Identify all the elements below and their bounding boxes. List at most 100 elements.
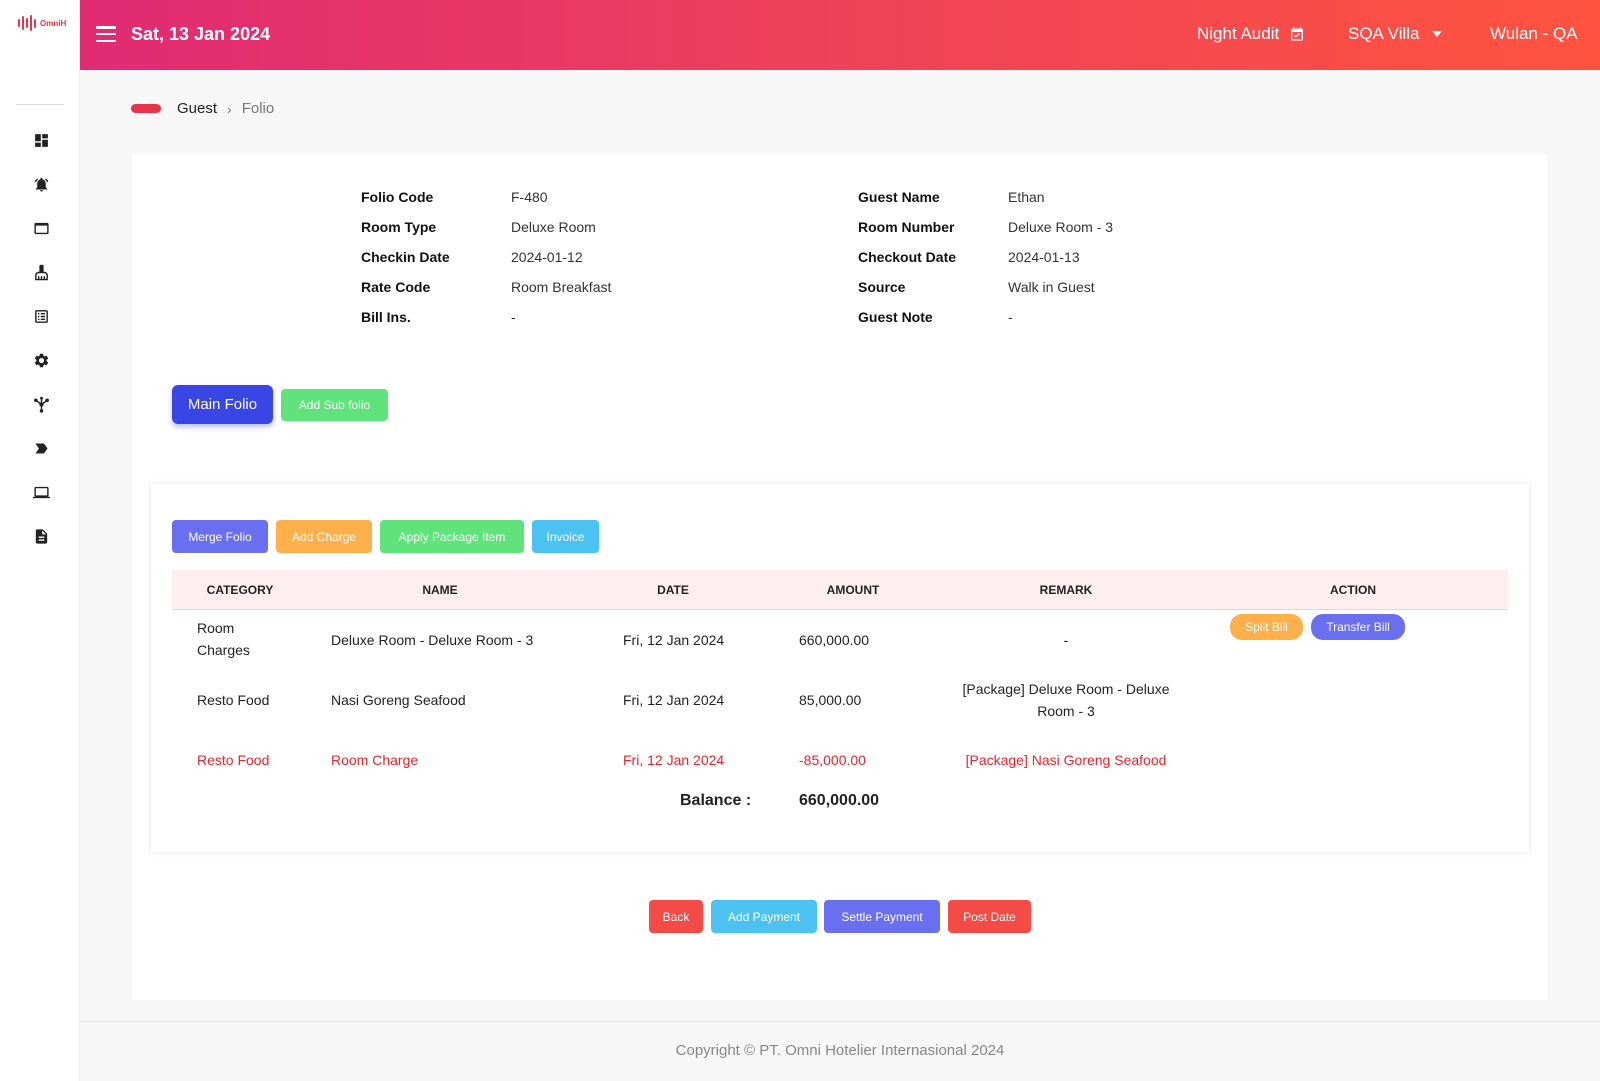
row-name: Deluxe Room - Deluxe Room - 3 (331, 632, 534, 648)
night-audit-button[interactable]: Night Audit (1197, 24, 1305, 44)
checkout-date-value: 2024-01-13 (1008, 249, 1080, 265)
header-category: CATEGORY (206, 583, 274, 597)
logo-mark-icon (18, 15, 36, 31)
footer: Copyright © PT. Omni Hotelier Internasio… (80, 1021, 1600, 1081)
transfer-bill-button[interactable]: Transfer Bill (1311, 614, 1405, 640)
copyright-text: Copyright © PT. Omni Hotelier Internasio… (675, 1042, 1005, 1059)
settle-payment-button[interactable]: Settle Payment (824, 900, 940, 933)
sidebar-item-alarm[interactable] (31, 174, 51, 194)
source-label: Source (858, 279, 906, 295)
room-number-label: Room Number (858, 219, 955, 235)
back-button[interactable]: Back (649, 900, 703, 933)
sidebar-item-settings[interactable] (31, 350, 51, 370)
add-charge-button[interactable]: Add Charge (276, 520, 372, 553)
breadcrumb-accent (131, 104, 161, 113)
balance-label: Balance : (680, 792, 752, 809)
rate-code-label: Rate Code (361, 279, 431, 295)
user-menu[interactable]: Wulan - QA (1490, 24, 1578, 43)
row-remark-line2: Room - 3 (1037, 703, 1095, 719)
sidebar-item-window[interactable] (31, 218, 51, 238)
checkin-date-label: Checkin Date (361, 249, 450, 265)
room-type-label: Room Type (361, 219, 437, 235)
hotel-select[interactable]: SQA Villa (1348, 24, 1442, 44)
top-header: Sat, 13 Jan 2024 Night Audit SQA Villa W… (80, 0, 1600, 70)
row-name: Room Charge (331, 752, 419, 768)
night-audit-label: Night Audit (1197, 24, 1280, 43)
sidebar-item-dashboard[interactable] (31, 130, 51, 150)
main-folio-tab[interactable]: Main Folio (172, 385, 273, 424)
sidebar-item-laptop[interactable] (31, 482, 51, 502)
row-category-line1: Room (197, 620, 235, 636)
row-category: Resto Food (197, 752, 270, 768)
add-payment-button[interactable]: Add Payment (711, 900, 817, 933)
sidebar: OmniH (0, 0, 80, 1081)
guest-note-label: Guest Note (858, 309, 933, 325)
merge-folio-button[interactable]: Merge Folio (172, 520, 268, 553)
calendar-check-icon (1291, 27, 1304, 41)
rate-code-value: Room Breakfast (511, 279, 612, 295)
row-date: Fri, 12 Jan 2024 (623, 632, 725, 648)
row-date: Fri, 12 Jan 2024 (623, 692, 725, 708)
row-amount: -85,000.00 (799, 752, 866, 768)
header-remark: REMARK (1039, 583, 1093, 597)
checkout-date-label: Checkout Date (858, 249, 957, 265)
sidebar-item-housekeeping[interactable] (31, 262, 51, 282)
row-amount: 85,000.00 (799, 692, 862, 708)
folio-code-label: Folio Code (361, 189, 434, 205)
network-icon (33, 396, 49, 413)
breadcrumb: Guest › Folio (131, 100, 274, 117)
folio-code-value: F-480 (511, 189, 548, 205)
chevron-right-icon: › (227, 100, 232, 117)
row-category: Room Charges (197, 617, 250, 661)
sidebar-divider (16, 104, 64, 105)
row-remark: [Package] Nasi Goreng Seafood (965, 752, 1167, 768)
header-date: DATE (657, 583, 689, 597)
row-remark: - (1063, 632, 1069, 648)
row-remark: [Package] Deluxe Room - Deluxe Room - 3 (936, 678, 1196, 722)
guest-note-value: - (1008, 309, 1013, 325)
bill-ins-value: - (511, 309, 516, 325)
table-header: CATEGORY NAME DATE AMOUNT REMARK ACTION (172, 570, 1508, 610)
row-category: Resto Food (197, 692, 270, 708)
apply-package-item-button[interactable]: Apply Package Item (380, 520, 524, 553)
settings-icon (34, 353, 48, 367)
row-amount: 660,000.00 (799, 632, 870, 648)
laptop-icon (32, 486, 50, 498)
label-icon (34, 443, 48, 453)
invoice-button[interactable]: Invoice (532, 520, 599, 553)
menu-icon[interactable] (96, 26, 116, 42)
bill-ins-label: Bill Ins. (361, 309, 411, 325)
sidebar-item-list[interactable] (31, 306, 51, 326)
alarm-icon (34, 177, 48, 192)
checkin-date-value: 2024-01-12 (511, 249, 583, 265)
sidebar-item-label[interactable] (31, 438, 51, 458)
row-name: Nasi Goreng Seafood (331, 692, 466, 708)
header-date: Sat, 13 Jan 2024 (131, 24, 271, 44)
omnih-logo[interactable]: OmniH (18, 15, 66, 31)
row-date: Fri, 12 Jan 2024 (623, 752, 725, 768)
sidebar-item-document[interactable] (31, 526, 51, 546)
list-icon (34, 309, 48, 323)
dashboard-icon (34, 133, 48, 147)
breadcrumb-guest-link[interactable]: Guest (177, 100, 218, 117)
guest-name-value: Ethan (1008, 189, 1045, 205)
balance-value: 660,000.00 (799, 792, 880, 809)
header-name: NAME (422, 583, 458, 597)
cleaning-icon (34, 264, 48, 280)
header-amount: AMOUNT (826, 583, 880, 597)
row-remark-line1: [Package] Deluxe Room - Deluxe (962, 681, 1170, 697)
breadcrumb-current: Folio (241, 100, 275, 117)
chevron-down-icon (1431, 31, 1442, 37)
logo-text: OmniH (40, 18, 67, 28)
room-type-value: Deluxe Room (511, 219, 596, 235)
split-bill-button[interactable]: Split Bill (1230, 614, 1303, 640)
room-number-value: Deluxe Room - 3 (1008, 219, 1114, 235)
add-sub-folio-button[interactable]: Add Sub folio (281, 389, 388, 421)
document-icon (35, 528, 47, 544)
source-value: Walk in Guest (1008, 279, 1095, 295)
guest-name-label: Guest Name (858, 189, 940, 205)
header-action: ACTION (1330, 583, 1376, 597)
hotel-select-value: SQA Villa (1348, 24, 1420, 43)
post-date-button[interactable]: Post Date (948, 900, 1031, 933)
sidebar-item-network[interactable] (31, 394, 51, 414)
